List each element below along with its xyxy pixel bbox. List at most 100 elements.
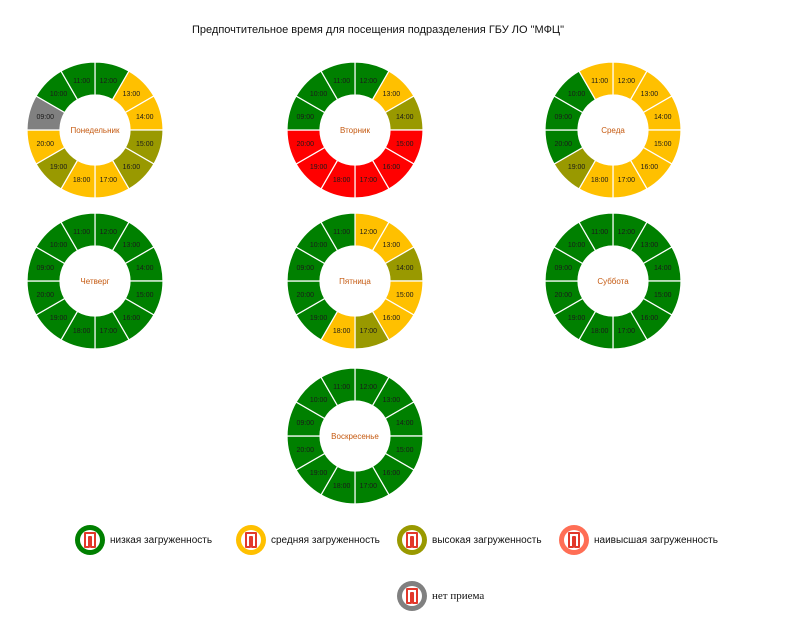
segment-hour-label: 16:00 — [123, 315, 141, 322]
segment-hour-label: 14:00 — [396, 265, 414, 272]
legend-item-low: низкая загруженность — [74, 524, 212, 556]
mfc-logo-icon — [236, 525, 266, 555]
segment-hour-label: 10:00 — [310, 397, 328, 404]
segment-hour-label: 16:00 — [641, 164, 659, 171]
segment-hour-label: 09:00 — [554, 114, 572, 121]
segment-hour-label: 17:00 — [360, 328, 378, 335]
segment-hour-label: 19:00 — [50, 164, 68, 171]
day-label: Среда — [601, 126, 625, 135]
segment-hour-label: 10:00 — [310, 242, 328, 249]
legend-item-high: высокая загруженность — [396, 524, 542, 556]
segment-hour-label: 18:00 — [333, 177, 351, 184]
segment-hour-label: 15:00 — [396, 447, 414, 454]
segment-hour-label: 11:00 — [591, 78, 608, 85]
segment-hour-label: 20:00 — [296, 447, 314, 454]
segment-hour-label: 12:00 — [360, 78, 378, 85]
segment-hour-label: 19:00 — [50, 315, 68, 322]
mfc-logo-icon — [559, 525, 589, 555]
donut-chart: 12:00 13:00 14:00 15:00 16:00 17:00 18:00 19:00… — [286, 367, 424, 505]
segment-hour-label: 17:00 — [618, 177, 636, 184]
segment-hour-label: 09:00 — [36, 265, 54, 272]
segment-hour-label: 14:00 — [136, 114, 154, 121]
segment-hour-label: 17:00 — [100, 177, 118, 184]
donut-segment — [578, 212, 614, 252]
segment-hour-label: 18:00 — [73, 177, 91, 184]
segment-hour-label: 13:00 — [641, 242, 659, 249]
segment-hour-label: 16:00 — [383, 470, 401, 477]
donut-segment — [60, 212, 96, 252]
mfc-logo-icon — [75, 525, 105, 555]
day-label: Четверг — [80, 277, 109, 286]
legend-label-high: высокая загруженность — [432, 534, 542, 546]
segment-hour-label: 11:00 — [333, 229, 350, 236]
donut-chart: 12:00 13:00 14:00 15:00 16:00 17:00 18:00 19:00… — [286, 61, 424, 199]
legend-label-highest: наивысшая загруженность — [594, 534, 718, 546]
segment-hour-label: 20:00 — [554, 141, 572, 148]
segment-hour-label: 18:00 — [333, 483, 351, 490]
donut-chart: 12:00 13:00 14:00 15:00 16:00 17:00 18:00 19:00… — [26, 212, 164, 350]
segment-hour-label: 13:00 — [383, 397, 401, 404]
donut-chart: 12:00 13:00 14:00 15:00 16:00 17:00 18:00 19:00… — [26, 61, 164, 199]
segment-hour-label: 11:00 — [73, 229, 90, 236]
segment-hour-label: 11:00 — [333, 78, 350, 85]
day-label: Воскресенье — [331, 432, 379, 441]
segment-hour-label: 12:00 — [100, 229, 118, 236]
segment-hour-label: 16:00 — [383, 315, 401, 322]
segment-hour-label: 19:00 — [568, 164, 586, 171]
day-label: Понедельник — [71, 126, 120, 135]
legend-label-medium: средняя загруженность — [271, 534, 380, 546]
legend-item-medium: средняя загруженность — [235, 524, 380, 556]
segment-hour-label: 10:00 — [50, 91, 68, 98]
segment-hour-label: 15:00 — [396, 292, 414, 299]
segment-hour-label: 13:00 — [383, 242, 401, 249]
segment-hour-label: 18:00 — [591, 328, 609, 335]
day-label: Суббота — [597, 277, 629, 286]
segment-hour-label: 12:00 — [618, 78, 636, 85]
segment-hour-label: 10:00 — [310, 91, 328, 98]
segment-hour-label: 19:00 — [568, 315, 586, 322]
segment-hour-label: 20:00 — [36, 141, 54, 148]
segment-hour-label: 13:00 — [123, 242, 141, 249]
segment-hour-label: 14:00 — [396, 114, 414, 121]
segment-hour-label: 15:00 — [654, 141, 672, 148]
donut-segment — [320, 61, 356, 101]
day-label: Пятница — [339, 277, 371, 286]
segment-hour-label: 20:00 — [36, 292, 54, 299]
segment-hour-label: 16:00 — [123, 164, 141, 171]
segment-hour-label: 18:00 — [591, 177, 609, 184]
segment-hour-label: 09:00 — [296, 420, 314, 427]
segment-hour-label: 09:00 — [296, 265, 314, 272]
segment-hour-label: 14:00 — [654, 114, 672, 121]
segment-hour-label: 11:00 — [73, 78, 90, 85]
segment-hour-label: 14:00 — [396, 420, 414, 427]
donut-segment — [578, 61, 614, 101]
day-label: Вторник — [340, 126, 370, 135]
segment-hour-label: 14:00 — [654, 265, 672, 272]
segment-hour-label: 10:00 — [50, 242, 68, 249]
donut-segment — [320, 367, 356, 407]
segment-hour-label: 16:00 — [383, 164, 401, 171]
segment-hour-label: 12:00 — [360, 384, 378, 391]
legend-item-closed: нет приема — [396, 580, 484, 612]
segment-hour-label: 15:00 — [654, 292, 672, 299]
donut-chart: 12:00 13:00 14:00 15:00 16:00 17:00 18:00 19:00… — [544, 212, 682, 350]
segment-hour-label: 20:00 — [296, 141, 314, 148]
segment-hour-label: 18:00 — [73, 328, 91, 335]
segment-hour-label: 12:00 — [618, 229, 636, 236]
segment-hour-label: 13:00 — [641, 91, 659, 98]
legend-label-low: низкая загруженность — [110, 534, 213, 546]
segment-hour-label: 19:00 — [310, 164, 328, 171]
segment-hour-label: 11:00 — [591, 229, 608, 236]
segment-hour-label: 16:00 — [641, 315, 659, 322]
segment-hour-label: 12:00 — [360, 229, 378, 236]
segment-hour-label: 15:00 — [136, 292, 154, 299]
segment-hour-label: 10:00 — [568, 91, 586, 98]
segment-hour-label: 11:00 — [333, 384, 350, 391]
donut-segment — [60, 61, 96, 101]
segment-hour-label: 17:00 — [618, 328, 636, 335]
segment-hour-label: 20:00 — [296, 292, 314, 299]
legend-label-closed: нет приема — [432, 590, 485, 602]
segment-hour-label: 09:00 — [296, 114, 314, 121]
segment-hour-label: 09:00 — [554, 265, 572, 272]
